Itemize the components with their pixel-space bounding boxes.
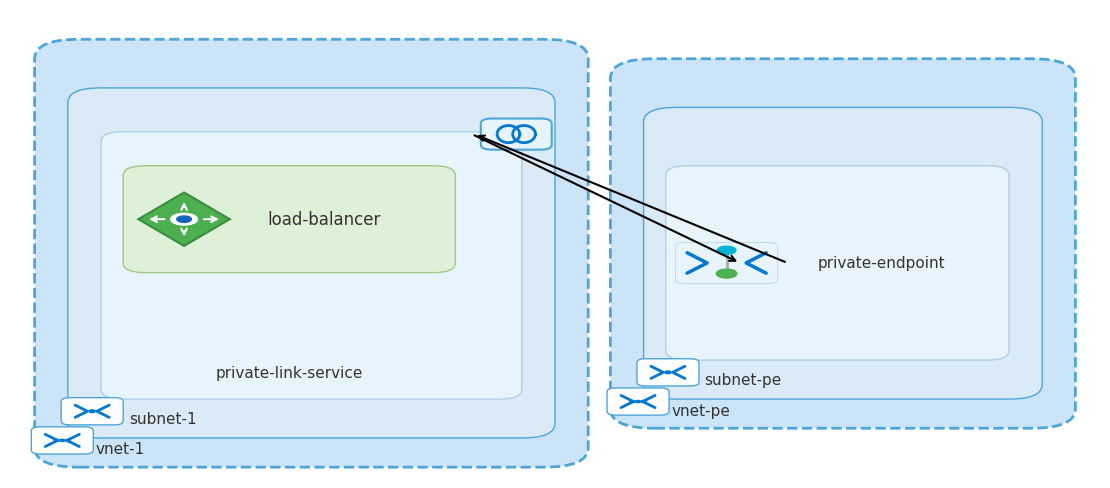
FancyBboxPatch shape (481, 119, 552, 150)
Circle shape (60, 439, 64, 442)
FancyBboxPatch shape (34, 40, 588, 467)
Circle shape (642, 401, 646, 403)
Circle shape (65, 439, 70, 442)
FancyBboxPatch shape (61, 398, 123, 425)
Text: private-link-service: private-link-service (215, 365, 363, 380)
Circle shape (176, 217, 191, 223)
Text: subnet-pe: subnet-pe (705, 372, 781, 387)
FancyBboxPatch shape (101, 132, 522, 399)
FancyBboxPatch shape (607, 388, 669, 415)
Circle shape (716, 269, 737, 279)
FancyBboxPatch shape (31, 427, 93, 454)
Text: private-endpoint: private-endpoint (818, 256, 946, 271)
Polygon shape (139, 193, 230, 246)
Circle shape (630, 401, 635, 403)
Circle shape (171, 214, 198, 225)
Circle shape (89, 410, 95, 413)
FancyBboxPatch shape (610, 60, 1076, 428)
FancyBboxPatch shape (123, 166, 455, 273)
Circle shape (665, 371, 672, 374)
FancyBboxPatch shape (644, 108, 1042, 399)
Text: load-balancer: load-balancer (268, 211, 381, 229)
Text: vnet-1: vnet-1 (95, 442, 144, 457)
Text: vnet-pe: vnet-pe (672, 403, 730, 418)
Text: subnet-1: subnet-1 (129, 411, 196, 426)
Circle shape (636, 401, 640, 403)
FancyBboxPatch shape (637, 359, 699, 386)
Circle shape (54, 439, 59, 442)
FancyBboxPatch shape (676, 243, 778, 284)
FancyBboxPatch shape (68, 89, 555, 438)
FancyBboxPatch shape (666, 166, 1009, 361)
Circle shape (717, 247, 736, 255)
